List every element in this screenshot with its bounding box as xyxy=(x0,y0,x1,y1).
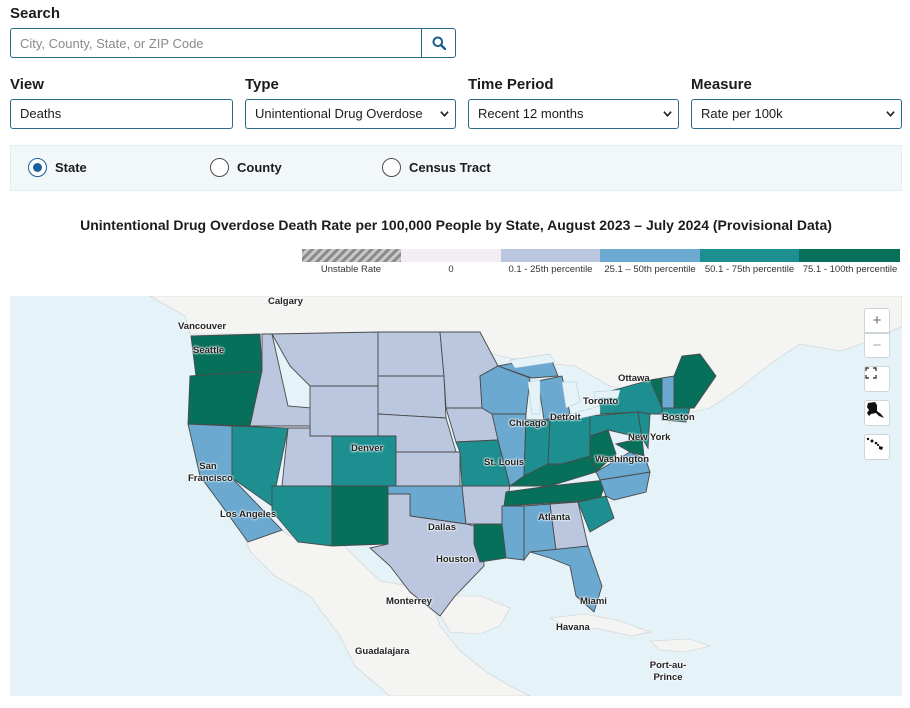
legend-label-unstable: Unstable Rate xyxy=(320,264,382,275)
search-box xyxy=(10,28,456,58)
zoom-in-button[interactable]: + xyxy=(864,308,890,333)
legend-swatch-unstable xyxy=(302,249,401,262)
chevron-down-icon xyxy=(440,111,449,117)
city-label-new-york: New York xyxy=(628,432,671,443)
legend-label-q2: 25.1 – 50th percentile xyxy=(604,264,696,275)
measure-select[interactable]: Rate per 100k xyxy=(691,99,902,129)
city-label-los-angeles: Los Angeles xyxy=(220,509,277,520)
city-label-miami: Miami xyxy=(580,596,607,607)
view-field[interactable]: Deaths xyxy=(10,99,233,129)
measure-label: Measure xyxy=(691,76,752,93)
city-label-washington: Washington xyxy=(595,454,649,465)
city-label-port-au-prince-text: Port-au-Prince xyxy=(649,660,687,683)
legend-swatch-zero xyxy=(401,249,501,262)
type-label: Type xyxy=(245,76,279,93)
city-label-houston: Houston xyxy=(436,554,475,565)
view-label: View xyxy=(10,76,44,93)
fullscreen-button[interactable] xyxy=(864,366,890,392)
map-svg[interactable] xyxy=(10,296,902,696)
city-label-dallas: Dallas xyxy=(428,522,456,533)
alaska-icon xyxy=(867,402,884,418)
search-icon xyxy=(432,36,446,50)
map-title: Unintentional Drug Overdose Death Rate p… xyxy=(80,217,832,233)
city-label-guadalajara: Guadalajara xyxy=(355,646,410,657)
zoom-out-label: − xyxy=(872,337,882,354)
measure-value: Rate per 100k xyxy=(701,106,783,121)
radio-state-label: State xyxy=(55,160,87,175)
city-label-san-francisco-text: San Francisco xyxy=(188,461,233,484)
city-label-boston: Boston xyxy=(662,412,695,423)
city-label-ottawa: Ottawa xyxy=(618,373,650,384)
city-label-port-au-prince: Port-au-Prince xyxy=(646,660,690,684)
city-label-monterrey: Monterrey xyxy=(386,596,432,607)
radio-census-tract[interactable]: Census Tract xyxy=(382,158,491,177)
search-input[interactable] xyxy=(11,29,421,57)
geography-radio-group: State County Census Tract xyxy=(10,145,902,191)
hawaii-button[interactable] xyxy=(864,434,890,460)
city-label-seattle: Seattle xyxy=(193,345,225,356)
legend-swatch-q1 xyxy=(501,249,600,262)
radio-county-label: County xyxy=(237,160,282,175)
radio-county[interactable]: County xyxy=(210,158,282,177)
type-select[interactable]: Unintentional Drug Overdose xyxy=(245,99,456,129)
search-label: Search xyxy=(10,5,61,22)
radio-state-button[interactable] xyxy=(28,158,47,177)
zoom-out-button[interactable]: − xyxy=(864,333,890,358)
time-period-select[interactable]: Recent 12 months xyxy=(468,99,679,129)
city-label-vancouver: Vancouver xyxy=(178,321,227,332)
search-button[interactable] xyxy=(421,29,455,57)
city-label-atlanta: Atlanta xyxy=(538,512,571,523)
legend-label-q3: 50.1 - 75th percentile xyxy=(704,264,795,275)
city-label-st-louis: St. Louis xyxy=(484,457,525,468)
legend-swatch-q3 xyxy=(700,249,799,262)
city-label-san-francisco: San Francisco xyxy=(188,461,233,485)
chevron-down-icon xyxy=(663,111,672,117)
chevron-down-icon xyxy=(886,111,895,117)
city-label-detroit: Detroit xyxy=(550,412,581,423)
type-value: Unintentional Drug Overdose xyxy=(255,106,423,121)
city-label-toronto: Toronto xyxy=(583,396,619,407)
alaska-button[interactable] xyxy=(864,400,890,426)
radio-state[interactable]: State xyxy=(28,158,87,177)
legend-label-q1: 0.1 - 25th percentile xyxy=(508,264,593,275)
hawaii-icon xyxy=(866,437,883,450)
city-label-havana: Havana xyxy=(556,622,590,633)
radio-census-tract-label: Census Tract xyxy=(409,160,491,175)
radio-census-tract-button[interactable] xyxy=(382,158,401,177)
legend-swatch-q4 xyxy=(799,249,900,262)
legend-label-q4: 75.1 - 100th percentile xyxy=(802,264,898,275)
legend-label-zero: 0 xyxy=(448,264,454,275)
city-label-denver: Denver xyxy=(351,443,384,454)
zoom-in-label: + xyxy=(872,312,882,329)
city-label-calgary: Calgary xyxy=(268,296,303,307)
radio-county-button[interactable] xyxy=(210,158,229,177)
legend-swatch-q2 xyxy=(600,249,700,262)
city-label-chicago: Chicago xyxy=(509,418,547,429)
fullscreen-icon xyxy=(865,367,877,379)
view-value: Deaths xyxy=(20,106,62,121)
choropleth-map[interactable]: Calgary Vancouver Seattle Ottawa Toronto… xyxy=(10,296,902,696)
time-period-label: Time Period xyxy=(468,76,554,93)
time-period-value: Recent 12 months xyxy=(478,106,584,121)
